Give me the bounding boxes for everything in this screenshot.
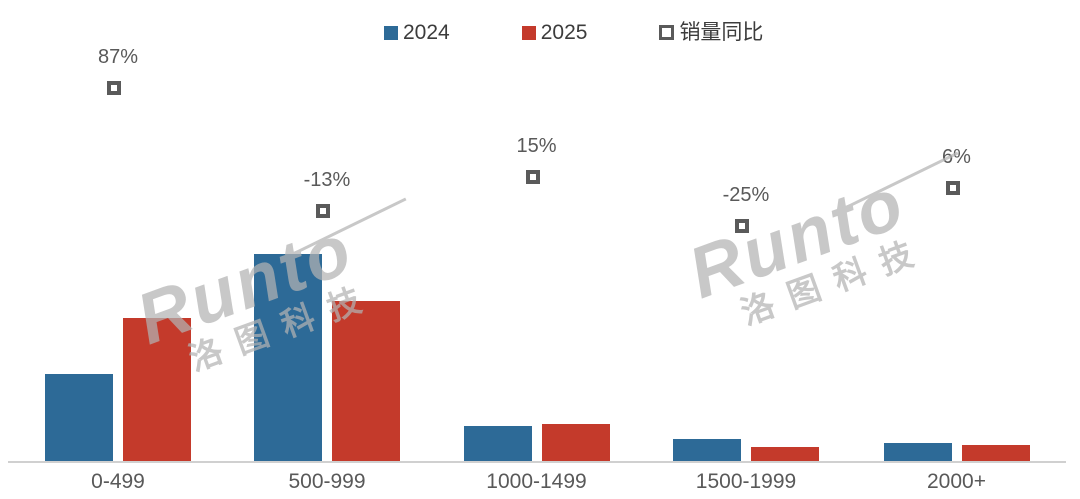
x-axis-label-0-499: 0-499 [91,470,145,493]
watermark-brand-cn-text: 洛图科技 [736,229,933,332]
bar-2024-1000-1499 [463,426,532,462]
yoy-label-0-499: 87% [97,46,139,68]
yoy-label-2000+: 6% [942,145,971,168]
legend-swatch-2025 [521,25,536,40]
legend-label-2025: 2025 [540,21,588,44]
x-axis-line [8,461,1066,463]
bar-2025-2000+ [961,444,1030,462]
legend-label-2024: 2024 [403,21,450,44]
bar-2024-0-499 [45,374,113,462]
yoy-marker-hollow-square-icon-0-499 [107,81,121,95]
watermark-swoosh-line [840,151,959,212]
bar-2024-500-999 [254,253,322,462]
yoy-marker-hollow-square-icon-500-999 [316,204,330,218]
bar-2025-1000-1499 [541,424,610,462]
x-axis-label-2000+: 2000+ [927,470,986,493]
legend-item-yoy: 销量同比 [659,22,763,43]
legend-item-2025: 2025 [521,21,588,44]
yoy-label-1000-1499: 15% [516,134,557,157]
legend: 2024 2025 销量同比 [384,22,763,43]
x-axis-label-1500-1999: 1500-1999 [695,470,797,493]
yoy-marker-hollow-square-icon-1500-1999 [735,218,749,233]
x-axis-label-500-999: 500-999 [288,470,366,493]
bar-2024-2000+ [883,442,952,462]
legend-swatch-yoy-hollow-square-icon [659,25,675,40]
bar-2024-1500-1999 [673,438,741,462]
yoy-label-1500-1999: -25% [722,183,770,206]
watermark-swoosh-line [288,197,407,258]
legend-item-2024: 2024 [384,22,450,43]
legend-label-yoy: 销量同比 [679,21,764,44]
watermark-brand-text: Runto [678,162,916,315]
watermark-runto-right: Runto 洛图科技 [678,151,959,346]
x-axis-label-1000-1499: 1000-1499 [486,470,587,493]
yoy-marker-hollow-square-icon-1000-1499 [525,169,540,184]
bar-2025-500-999 [332,301,400,462]
yoy-marker-hollow-square-icon-2000+ [945,180,960,195]
yoy-label-500-999: -13% [303,169,351,191]
bar-2025-1500-1999 [751,446,819,462]
bar-2025-0-499 [123,317,191,462]
legend-swatch-2024 [384,25,398,40]
